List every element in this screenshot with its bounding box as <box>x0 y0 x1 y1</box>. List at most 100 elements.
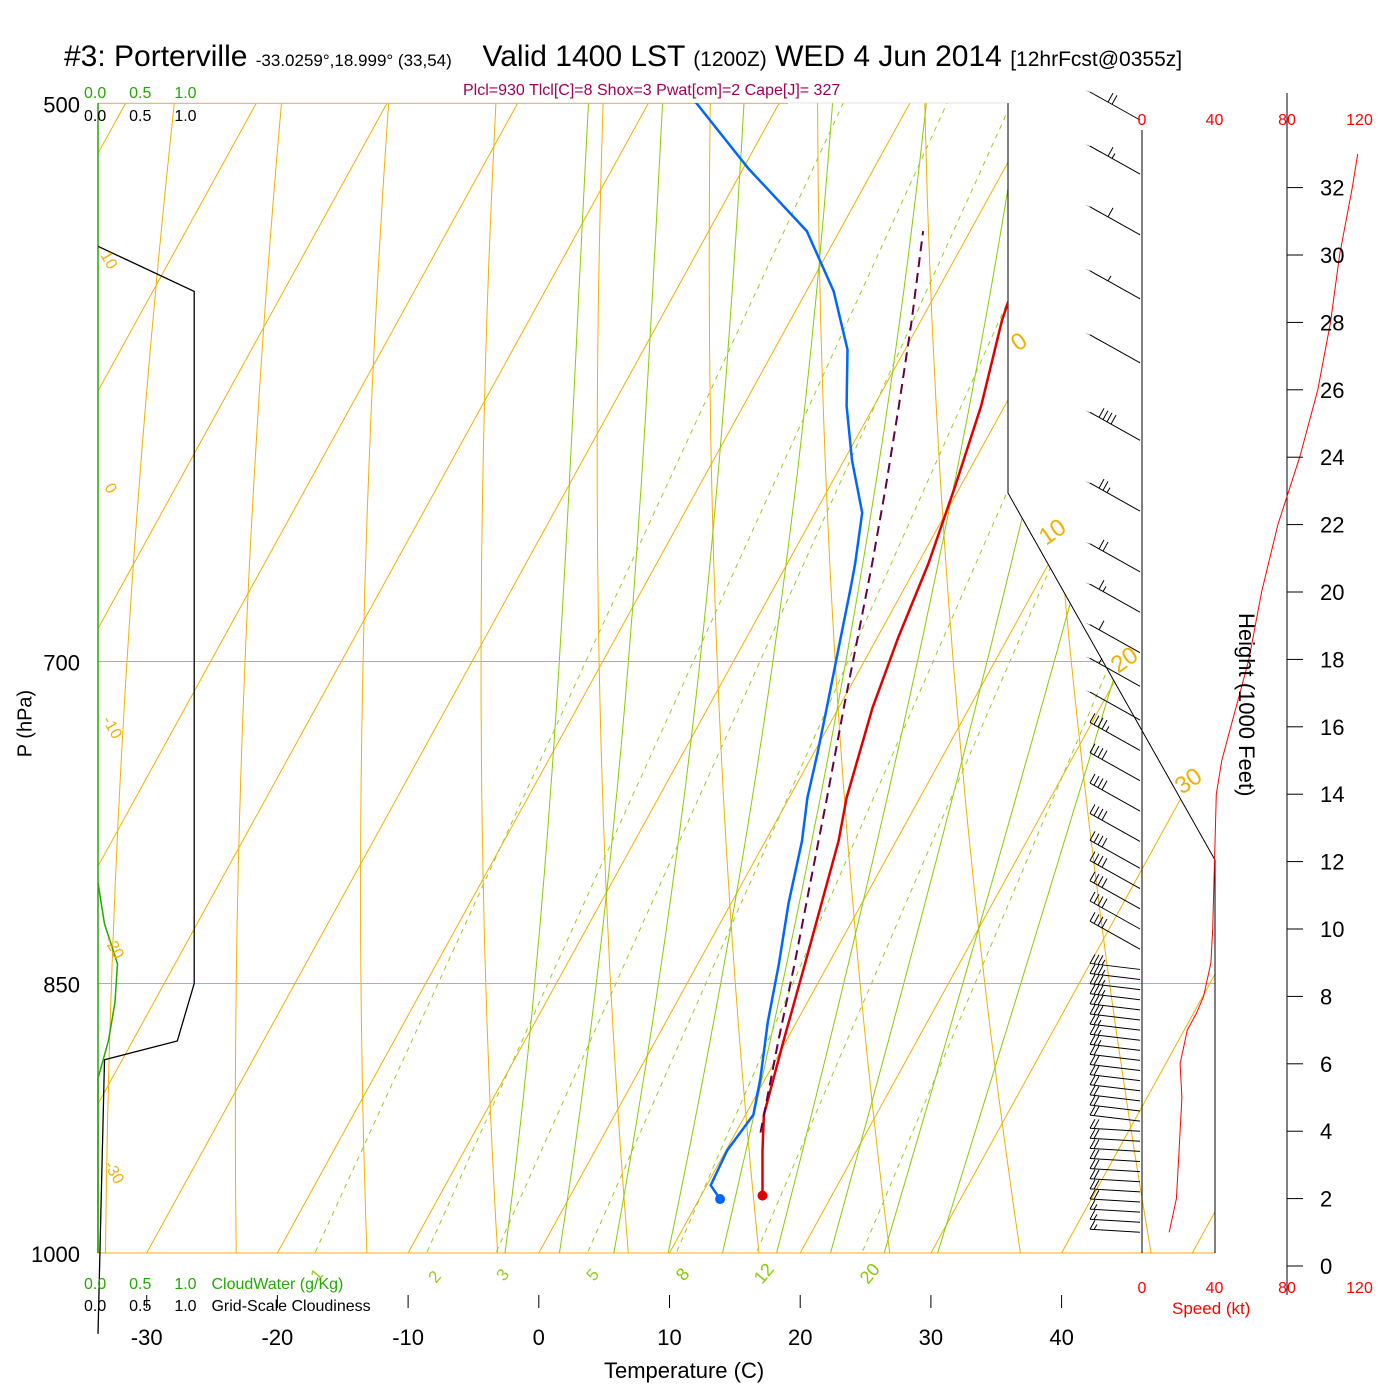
wind-barb-flag <box>1101 898 1108 908</box>
y-axis-label: P (hPa) <box>14 689 37 758</box>
wind-barb-flag <box>1089 1139 1096 1149</box>
wind-barb-pennant <box>1094 95 1107 102</box>
wind-barb-flag <box>1089 804 1096 814</box>
isotherm-line <box>146 103 780 1253</box>
x-tick-label: 10 <box>657 1325 681 1350</box>
wind-barb-flag <box>1097 1005 1104 1016</box>
wind-barb-shaft <box>1089 1218 1141 1223</box>
wind-barb-flag <box>1093 893 1100 904</box>
wind-barb-flag <box>1093 1035 1100 1046</box>
speed-tick-bottom: 0 <box>1138 1280 1147 1297</box>
top-green-1: 0.5 <box>129 85 152 102</box>
wind-barb-flag <box>1089 1129 1096 1139</box>
wind-barb-half-flag <box>1098 658 1103 664</box>
wind-barb-flag <box>1089 1075 1096 1086</box>
wind-barb-flag <box>1089 974 1096 984</box>
wind-barb-shaft <box>1089 1208 1141 1213</box>
wind-barb-flag <box>1089 1220 1096 1230</box>
wind-barb-half-flag <box>1101 979 1106 986</box>
wind-barb-flag <box>1093 1025 1100 1035</box>
valid-time: Valid 1400 LST <box>482 40 685 73</box>
wind-barb-flag <box>1089 1024 1096 1035</box>
isobar-lines <box>98 102 1215 1254</box>
speed-tick-top: 80 <box>1278 112 1296 129</box>
wind-barb-flag <box>1093 1119 1100 1129</box>
wind-barb-shaft <box>1089 1084 1141 1092</box>
wind-barb <box>1089 1095 1141 1112</box>
wind-barb <box>1089 1045 1141 1061</box>
wind-barb <box>1089 1179 1141 1193</box>
wind-barb <box>1089 994 1141 1011</box>
wind-barb-flag <box>1089 891 1096 902</box>
plot-outline <box>98 102 1216 1253</box>
wind-barb-flag <box>1107 146 1114 157</box>
moist-adiabat-line <box>755 103 1135 1253</box>
isotherm-label: 10 <box>97 249 121 273</box>
wind-barb-shaft <box>1089 1147 1141 1152</box>
height-tick-label: 0 <box>1320 1254 1332 1279</box>
background-grid <box>98 103 1215 1253</box>
moist-adiabat-line <box>807 103 1215 1253</box>
wind-barb-flag <box>1093 1189 1100 1200</box>
bottom-black-2: 1.0 <box>174 1298 197 1315</box>
wind-barb <box>1089 1118 1141 1132</box>
x-tick-label: 0 <box>533 1325 545 1350</box>
wind-barb <box>1089 964 1141 981</box>
wind-barb-flag <box>1111 95 1118 105</box>
wind-barb-shaft <box>1089 752 1141 782</box>
wind-barb-flag <box>1097 985 1104 995</box>
wind-barb-flag <box>1093 873 1100 884</box>
wind-barb-half-flag <box>1102 586 1107 592</box>
wind-barb <box>1089 1014 1141 1031</box>
isotherm-line <box>1191 103 1215 1253</box>
wind-barb-flag <box>1097 778 1104 788</box>
bottom-black-1: 0.5 <box>129 1298 152 1315</box>
wind-barb-pennant <box>1085 582 1098 589</box>
wind-barb <box>1085 539 1141 573</box>
wind-barb-flag <box>1101 918 1108 929</box>
forecast-label: [12hrFcst@0355z] <box>1010 48 1183 71</box>
wind-barb-shaft <box>1089 1114 1141 1122</box>
wind-barb-shaft <box>1089 860 1141 889</box>
top-green-scale: 0.0 0.5 1.0 <box>84 85 197 103</box>
wind-barb-flag <box>1089 994 1096 1005</box>
speed-tick-bottom: 120 <box>1346 1280 1373 1297</box>
mixing-ratio-line <box>277 103 1016 1253</box>
wind-barb-shaft <box>1089 543 1141 573</box>
moist-adiabat-line <box>650 103 919 1253</box>
wind-barb-flag <box>1097 995 1104 1006</box>
height-axis-label: Height (1000 Feet) <box>1234 613 1259 797</box>
wind-barb-shaft <box>1089 782 1141 812</box>
wind-barb-flag <box>1106 412 1113 423</box>
top-black-1: 0.5 <box>129 108 152 125</box>
isotherm-line <box>98 103 388 1253</box>
wind-barb-pennant <box>1085 204 1098 212</box>
wind-barb <box>1089 713 1141 751</box>
wind-barb-pennant <box>1085 144 1098 151</box>
wind-barb-shaft <box>1089 1178 1141 1183</box>
wind-barb-pennant <box>1085 656 1098 663</box>
x-tick-label: 20 <box>788 1325 812 1350</box>
wind-barb-pennant <box>1085 332 1098 340</box>
wind-barb-shaft <box>1089 270 1141 300</box>
wind-barb-flag <box>1089 1118 1096 1129</box>
wind-barb-flag <box>1089 911 1096 922</box>
wind-barb-flag <box>1101 858 1108 868</box>
wind-barb <box>1089 773 1141 812</box>
wind-barb <box>1089 851 1141 889</box>
wind-barb-pennant <box>1085 410 1098 417</box>
station-title: #3: Porterville <box>64 40 248 73</box>
wind-barb-flag <box>1101 780 1108 791</box>
wind-barb-shaft <box>1089 411 1141 441</box>
height-tick-label: 28 <box>1320 310 1344 335</box>
wind-barb-flag <box>1093 1149 1100 1160</box>
isotherm-line <box>930 103 1215 1253</box>
wind-barb-flag <box>1097 955 1104 965</box>
wind-barb-flag <box>1089 1105 1096 1116</box>
speed-tick-bottom: 80 <box>1278 1280 1296 1297</box>
dry-adiabat-line <box>817 103 901 1253</box>
wind-barb-shaft <box>1089 812 1141 842</box>
wind-barb-pennant <box>1085 541 1098 549</box>
wind-barb-shaft <box>1089 900 1141 930</box>
moist-adiabat-label: 8 <box>672 1264 694 1285</box>
